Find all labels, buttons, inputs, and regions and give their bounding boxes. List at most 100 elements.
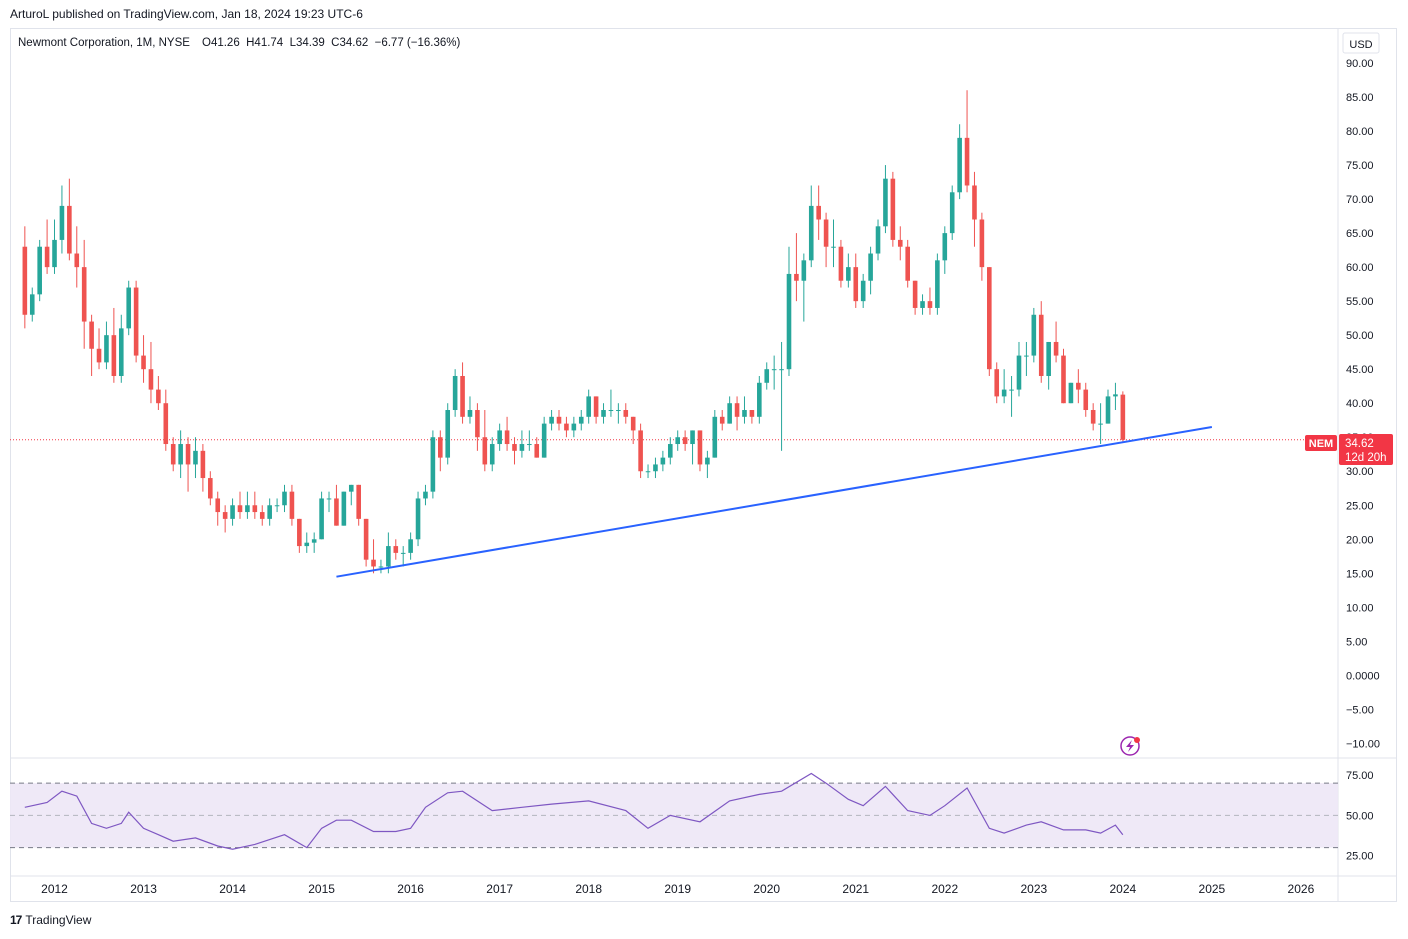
candle[interactable] xyxy=(868,246,873,295)
candle[interactable] xyxy=(504,416,510,451)
candle[interactable] xyxy=(497,423,502,451)
candle[interactable] xyxy=(667,437,673,465)
candle[interactable] xyxy=(1083,382,1089,417)
candle[interactable] xyxy=(252,491,258,519)
candle[interactable] xyxy=(141,335,146,383)
candle[interactable] xyxy=(920,294,925,315)
candle[interactable] xyxy=(801,253,807,322)
candle[interactable] xyxy=(846,253,851,288)
trendline[interactable] xyxy=(336,426,1213,578)
candle[interactable] xyxy=(334,484,339,526)
candle[interactable] xyxy=(1076,369,1081,404)
candle[interactable] xyxy=(987,267,992,376)
candle[interactable] xyxy=(608,389,614,417)
candle[interactable] xyxy=(111,307,117,383)
candle[interactable] xyxy=(438,430,443,472)
candle[interactable] xyxy=(838,239,844,288)
candle[interactable] xyxy=(794,233,799,302)
currency-box[interactable] xyxy=(1342,32,1380,54)
candle[interactable] xyxy=(823,212,829,268)
candle[interactable] xyxy=(475,403,480,451)
candle[interactable] xyxy=(571,416,577,438)
candle[interactable] xyxy=(1031,307,1037,363)
candle[interactable] xyxy=(267,498,272,526)
candle[interactable] xyxy=(423,484,428,506)
candle[interactable] xyxy=(734,396,740,431)
candle[interactable] xyxy=(1090,403,1096,431)
candle[interactable] xyxy=(89,314,94,376)
rsi-line[interactable] xyxy=(24,772,1124,850)
candle[interactable] xyxy=(556,410,562,431)
candle[interactable] xyxy=(808,185,814,268)
candle[interactable] xyxy=(289,484,295,526)
candle[interactable] xyxy=(415,491,421,547)
candle[interactable] xyxy=(1068,382,1074,404)
candle[interactable] xyxy=(326,491,332,513)
candle[interactable] xyxy=(22,226,28,329)
candle[interactable] xyxy=(237,491,243,519)
candle[interactable] xyxy=(757,375,762,424)
candle[interactable] xyxy=(742,396,747,424)
candle[interactable] xyxy=(675,430,681,451)
candle[interactable] xyxy=(44,219,50,274)
candle[interactable] xyxy=(363,518,369,567)
candle[interactable] xyxy=(727,396,732,424)
candle[interactable] xyxy=(564,416,569,438)
candle[interactable] xyxy=(1038,301,1044,383)
candle[interactable] xyxy=(519,430,525,458)
candle[interactable] xyxy=(860,273,866,308)
candle[interactable] xyxy=(52,219,57,274)
candle[interactable] xyxy=(133,280,139,363)
candle[interactable] xyxy=(460,362,465,424)
candle[interactable] xyxy=(245,491,250,519)
legend-symbol[interactable]: Newmont Corporation, 1M, NYSE xyxy=(18,37,190,49)
candle[interactable] xyxy=(319,491,324,540)
candle[interactable] xyxy=(81,239,87,349)
candle[interactable] xyxy=(74,226,80,288)
candle[interactable] xyxy=(690,430,695,465)
candle[interactable] xyxy=(67,178,72,261)
candle[interactable] xyxy=(208,471,213,506)
candle[interactable] xyxy=(430,430,436,499)
candle[interactable] xyxy=(393,539,399,560)
candle[interactable] xyxy=(282,484,287,513)
candle[interactable] xyxy=(593,396,599,424)
candle[interactable] xyxy=(1046,341,1051,390)
candle[interactable] xyxy=(304,532,310,553)
candle[interactable] xyxy=(96,328,102,370)
candle[interactable] xyxy=(59,185,65,254)
candle[interactable] xyxy=(378,559,384,574)
candle[interactable] xyxy=(927,287,933,315)
candle[interactable] xyxy=(1009,375,1014,417)
candle[interactable] xyxy=(356,484,361,526)
candle[interactable] xyxy=(957,124,962,200)
candle[interactable] xyxy=(816,185,821,240)
candle[interactable] xyxy=(445,403,451,465)
candle[interactable] xyxy=(601,403,606,424)
candle[interactable] xyxy=(386,532,391,574)
candle[interactable] xyxy=(994,362,1000,404)
candle[interactable] xyxy=(653,457,658,479)
candle[interactable] xyxy=(222,505,228,533)
candle[interactable] xyxy=(200,444,206,492)
candle[interactable] xyxy=(1053,321,1059,363)
candle[interactable] xyxy=(912,280,918,315)
candle[interactable] xyxy=(230,498,235,526)
candle[interactable] xyxy=(890,171,896,247)
candle[interactable] xyxy=(979,212,985,281)
candle[interactable] xyxy=(964,90,970,193)
candle[interactable] xyxy=(972,171,977,247)
candle[interactable] xyxy=(156,375,161,411)
candle[interactable] xyxy=(348,484,354,506)
lightning-icon[interactable] xyxy=(1120,736,1140,756)
candle[interactable] xyxy=(185,437,191,492)
candle[interactable] xyxy=(452,369,458,417)
candle[interactable] xyxy=(1120,391,1126,442)
candle[interactable] xyxy=(682,430,688,451)
candle[interactable] xyxy=(341,491,347,526)
candle[interactable] xyxy=(148,341,154,404)
candle[interactable] xyxy=(274,498,280,513)
candle[interactable] xyxy=(37,239,42,302)
candle[interactable] xyxy=(764,362,770,390)
candle[interactable] xyxy=(104,321,109,370)
